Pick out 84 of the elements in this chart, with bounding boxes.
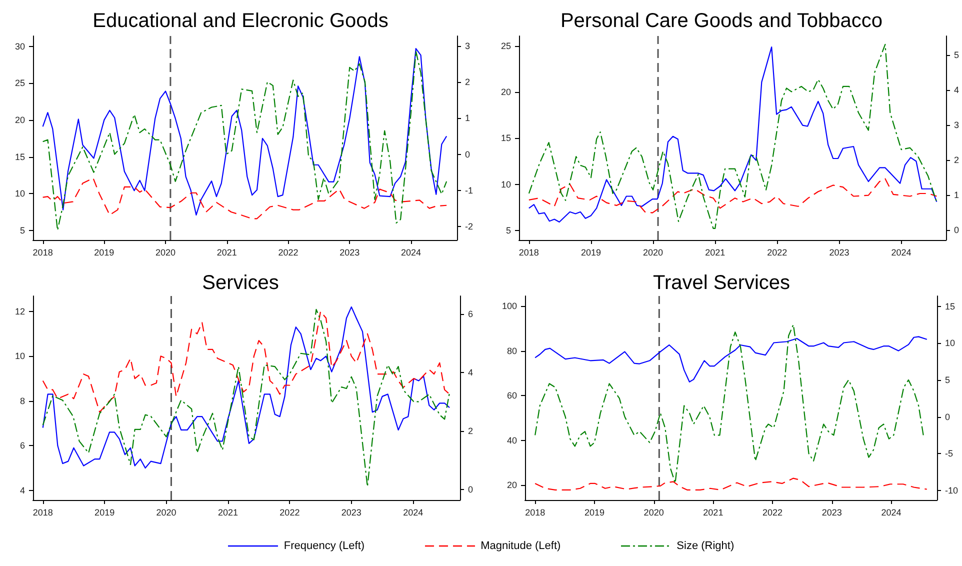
x-tick-label: 2019 bbox=[94, 248, 114, 258]
y-tick-label: 10 bbox=[500, 179, 511, 190]
y-tick-label: 100 bbox=[502, 301, 517, 312]
y2-tick-label: 5 bbox=[954, 50, 960, 60]
legend-label: Size (Right) bbox=[676, 540, 734, 552]
x-tick-label: 2024 bbox=[881, 508, 902, 518]
y2-tick-label: 1 bbox=[465, 113, 470, 124]
y-tick-label: 25 bbox=[500, 41, 511, 52]
x-tick-label: 2018 bbox=[32, 248, 53, 258]
x-tick-label: 2022 bbox=[278, 248, 298, 258]
y2-tick-label: 3 bbox=[954, 120, 960, 130]
x-tick-label: 2023 bbox=[341, 508, 362, 518]
y2-tick-label: 2 bbox=[465, 76, 470, 87]
x-tick-label: 2018 bbox=[525, 508, 546, 518]
x-tick-label: 2024 bbox=[403, 508, 424, 518]
y-tick-label: 15 bbox=[500, 133, 511, 144]
y2-tick-label: -2 bbox=[465, 222, 474, 232]
x-tick-label: 2022 bbox=[280, 508, 300, 518]
x-tick-label: 2024 bbox=[400, 248, 421, 258]
legend-label: Frequency (Left) bbox=[284, 540, 365, 552]
x-tick-label: 2021 bbox=[218, 508, 238, 518]
y2-tick-label: 1 bbox=[954, 190, 960, 200]
y-tick-label: 30 bbox=[14, 41, 25, 52]
y2-tick-label: -5 bbox=[945, 448, 954, 459]
chart-title: Travel Services bbox=[652, 272, 790, 294]
y2-tick-label: -1 bbox=[465, 185, 474, 196]
y-tick-label: 25 bbox=[14, 78, 25, 88]
x-tick-label: 2024 bbox=[891, 248, 912, 258]
line-series bbox=[534, 336, 928, 382]
x-tick-label: 2020 bbox=[643, 248, 664, 258]
y-tick-label: 80 bbox=[506, 346, 517, 356]
y-tick-label: 10 bbox=[14, 188, 25, 199]
x-tick-label: 2019 bbox=[584, 508, 604, 518]
x-tick-label: 2023 bbox=[822, 508, 842, 518]
chart-title: Services bbox=[202, 272, 279, 294]
x-tick-label: 2018 bbox=[32, 508, 53, 518]
y2-tick-label: 0 bbox=[945, 412, 950, 422]
y2-tick-label: 4 bbox=[468, 367, 474, 378]
y-tick-label: 20 bbox=[14, 114, 25, 125]
y-tick-label: 4 bbox=[20, 485, 25, 496]
y-tick-label: 12 bbox=[14, 306, 25, 316]
x-tick-label: 2021 bbox=[216, 248, 237, 258]
x-tick-label: 2020 bbox=[644, 508, 664, 518]
x-tick-label: 2020 bbox=[156, 248, 176, 258]
x-tick-label: 2023 bbox=[829, 248, 850, 258]
y-tick-label: 20 bbox=[506, 480, 517, 490]
x-tick-label: 2022 bbox=[762, 508, 783, 518]
chart-title: Personal Care Goods and Tobbacco bbox=[560, 10, 883, 32]
x-tick-label: 2022 bbox=[767, 248, 788, 258]
y-tick-label: 5 bbox=[20, 225, 25, 236]
y2-tick-label: 6 bbox=[468, 308, 474, 319]
line-series bbox=[42, 178, 448, 220]
x-tick-label: 2021 bbox=[705, 248, 726, 258]
y-tick-label: 20 bbox=[500, 87, 511, 98]
line-series bbox=[534, 478, 928, 490]
y2-tick-label: 4 bbox=[954, 84, 960, 95]
x-tick-label: 2021 bbox=[703, 508, 724, 518]
y2-tick-label: 3 bbox=[465, 40, 470, 51]
line-series bbox=[534, 324, 924, 484]
legend-label: Magnitude (Left) bbox=[480, 540, 561, 552]
y2-tick-label: 2 bbox=[468, 426, 474, 436]
y-tick-label: 8 bbox=[20, 396, 25, 406]
x-tick-label: 2020 bbox=[156, 508, 176, 518]
y-tick-label: 10 bbox=[14, 351, 25, 362]
y-tick-label: 6 bbox=[20, 440, 25, 451]
line-series bbox=[528, 178, 938, 214]
x-tick-label: 2018 bbox=[518, 248, 539, 258]
y2-tick-label: 0 bbox=[954, 225, 960, 236]
y2-tick-label: 2 bbox=[954, 155, 960, 166]
y2-tick-label: -10 bbox=[945, 485, 958, 496]
y-tick-label: 40 bbox=[506, 435, 517, 446]
y-tick-label: 15 bbox=[14, 152, 25, 162]
x-tick-label: 2019 bbox=[94, 508, 115, 518]
y2-tick-label: 15 bbox=[945, 301, 956, 312]
x-tick-label: 2019 bbox=[580, 248, 602, 258]
y-tick-label: 5 bbox=[506, 225, 511, 236]
y-tick-label: 60 bbox=[506, 390, 517, 401]
chart-title: Educational and Elecronic Goods bbox=[92, 10, 388, 32]
y2-tick-label: 0 bbox=[468, 484, 474, 494]
y2-tick-label: 0 bbox=[465, 149, 470, 160]
line-series bbox=[42, 310, 450, 413]
y2-tick-label: 5 bbox=[945, 374, 950, 385]
x-tick-label: 2023 bbox=[340, 248, 360, 258]
y2-tick-label: 10 bbox=[945, 338, 956, 348]
